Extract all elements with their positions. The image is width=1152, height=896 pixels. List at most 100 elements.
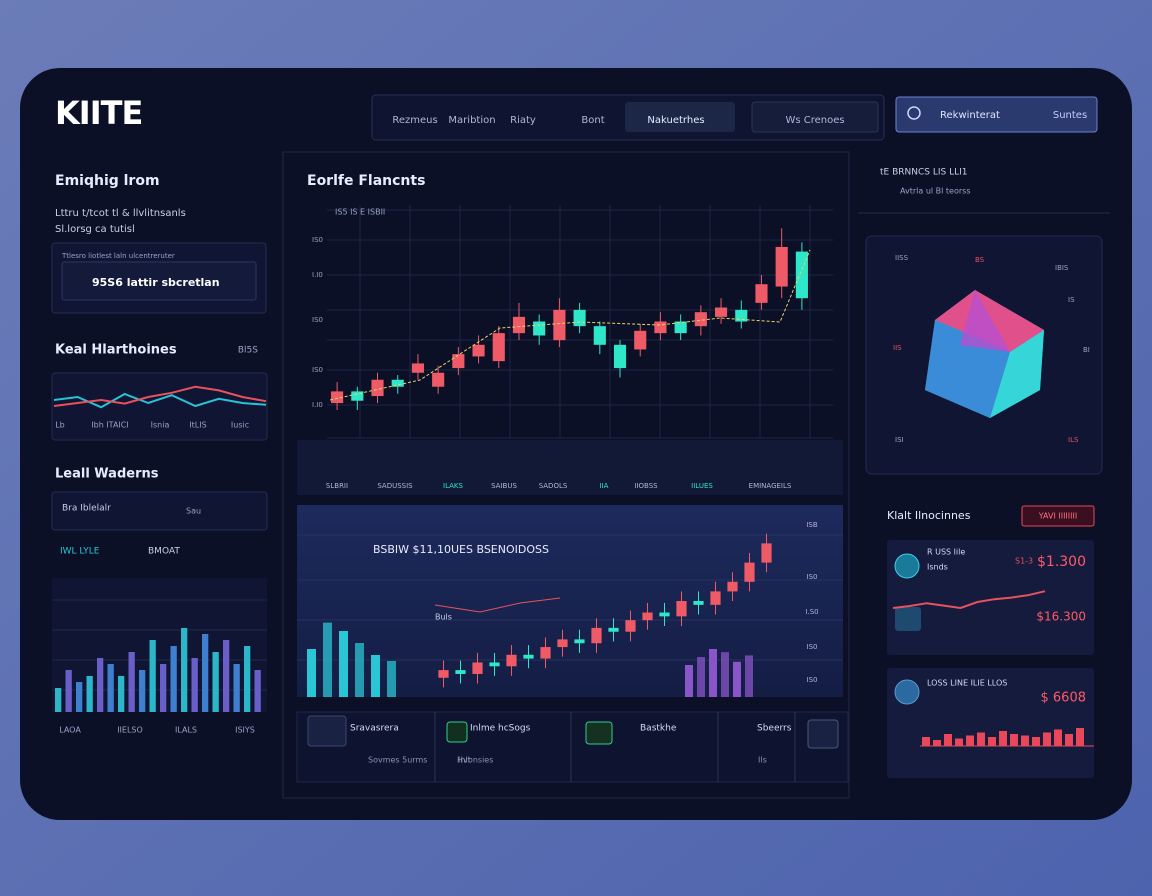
volume-bar — [355, 643, 364, 697]
label: Ttlesro liotlest laln ulcentreruter — [61, 252, 175, 260]
bar — [223, 640, 230, 712]
label: Bl5S — [238, 346, 258, 356]
label: S1-3 — [1015, 557, 1033, 566]
label: Lb — [55, 421, 65, 430]
value-card — [887, 540, 1094, 655]
bar — [212, 652, 219, 712]
polyhedron — [925, 290, 1044, 418]
volume-bar — [371, 655, 380, 697]
candle-body — [693, 601, 704, 605]
axis-label: ISB — [806, 521, 818, 529]
bar — [244, 646, 251, 712]
candle-body — [744, 562, 755, 582]
panel-label: ILS — [1068, 436, 1079, 444]
nav-item[interactable]: Maribtion — [448, 115, 495, 126]
candle-body — [573, 309, 586, 327]
panel-label: IIS — [893, 344, 902, 352]
label: ISIYS — [235, 726, 255, 735]
nav-button[interactable] — [751, 101, 879, 133]
bar — [107, 664, 114, 712]
band-label: EMINAGEILS — [749, 482, 792, 490]
value: $1.300 — [1037, 554, 1086, 570]
bar — [170, 646, 177, 712]
volume-bar — [307, 649, 316, 697]
bar — [202, 634, 209, 712]
candle-body — [625, 620, 636, 632]
bar — [1065, 734, 1073, 746]
bar — [933, 740, 941, 746]
card-title: Inlme hcSogs — [470, 724, 531, 734]
chart-title: BSBIW $11,10UES BSENOIDOSS — [373, 543, 549, 556]
bar — [944, 734, 952, 746]
candle-body — [452, 354, 465, 369]
candle-body — [331, 391, 344, 404]
bar — [1076, 728, 1084, 746]
candle-body — [593, 326, 606, 345]
panel-label: IISS — [895, 254, 909, 262]
section-title: Klalt Ilnocinnes — [887, 509, 971, 522]
label: tE BRNNCS LIS LLI1 — [880, 168, 967, 178]
card-title: Sravasrera — [350, 724, 399, 734]
row-box — [51, 491, 268, 531]
card-icon — [895, 607, 921, 631]
nav-item[interactable]: Rezmeus — [392, 115, 437, 126]
nav-item[interactable]: Ws Crenoes — [785, 115, 844, 126]
volume-bar — [721, 652, 729, 697]
candle-body — [634, 330, 647, 350]
band-label: IIA — [600, 482, 609, 490]
bar — [160, 664, 167, 712]
bar-grid — [52, 599, 267, 691]
nav-item[interactable]: Nakuetrhes — [647, 115, 704, 126]
band-label: SLBRII — [326, 482, 348, 490]
bar — [1032, 737, 1040, 746]
label: LOSS LINE ILIE LLOS — [927, 679, 1007, 688]
card-sub: Hvbnsies — [457, 756, 493, 765]
search-button[interactable]: Suntes — [1053, 110, 1087, 121]
search-text[interactable]: Rekwinterat — [940, 110, 1000, 121]
bar — [86, 676, 93, 712]
badge — [1021, 505, 1095, 527]
legend-item: BMOAT — [148, 547, 180, 557]
panel-label: IBIS — [1055, 264, 1069, 272]
label: IIELSO — [117, 726, 143, 735]
candle-body — [523, 654, 534, 659]
volume-bar — [387, 661, 396, 697]
axis-label: IS0 — [312, 316, 323, 324]
value: $16.300 — [1036, 610, 1086, 624]
candle-body — [557, 639, 568, 648]
candle-body — [540, 647, 551, 659]
candle-body — [654, 321, 667, 334]
bar — [149, 640, 156, 712]
bar — [233, 664, 240, 712]
value: $ 6608 — [1041, 691, 1087, 706]
candle-body — [391, 379, 404, 387]
logo: KIITE — [55, 94, 142, 132]
candle-body — [432, 372, 445, 387]
label: 95S6 lattir sbcretlan — [92, 276, 220, 289]
card-sub: Ils — [758, 756, 767, 765]
label: Isnds — [927, 563, 948, 572]
nav-item[interactable]: Bont — [581, 115, 604, 126]
bar — [139, 670, 146, 712]
panel-label: ISI — [895, 436, 904, 444]
label: ILALS — [175, 726, 197, 735]
candle-body — [613, 344, 627, 369]
section-title: Emiqhig lrom — [55, 173, 160, 189]
nav-active[interactable] — [625, 102, 735, 132]
bar — [1010, 734, 1018, 746]
nav-item[interactable]: Riaty — [510, 115, 536, 126]
axis-label: I.S0 — [805, 608, 818, 616]
card-sub: Sovmes 5urms — [368, 756, 427, 765]
bar — [988, 737, 996, 746]
bar — [128, 652, 135, 712]
badge-text: YAVI IIIIIIII — [1038, 512, 1077, 521]
label: Lttru t/tcot tl & llvlitnsanls — [55, 208, 186, 219]
bar — [999, 731, 1007, 746]
search-box[interactable] — [895, 96, 1098, 133]
volume-bar — [745, 655, 753, 697]
card-strip — [296, 711, 849, 783]
card-title: Bastkhe — [640, 724, 677, 734]
label: Bra Iblelalr — [62, 504, 111, 514]
